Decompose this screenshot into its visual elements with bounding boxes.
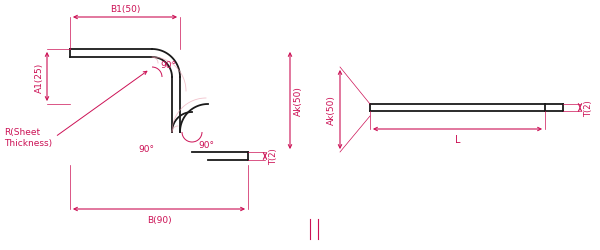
Text: R(Sheet
Thickness): R(Sheet Thickness) <box>4 128 52 147</box>
Text: L: L <box>455 134 460 144</box>
Text: Ak(50): Ak(50) <box>294 86 303 116</box>
Text: T(2): T(2) <box>269 148 278 165</box>
Text: B(90): B(90) <box>146 215 172 224</box>
Text: Ak(50): Ak(50) <box>327 95 336 125</box>
Text: 90°: 90° <box>138 144 154 154</box>
Text: A1(25): A1(25) <box>35 62 44 92</box>
Text: 90°: 90° <box>160 61 176 70</box>
Text: T(2): T(2) <box>584 100 593 116</box>
Text: 90°: 90° <box>198 140 214 149</box>
Text: B1(50): B1(50) <box>110 5 140 14</box>
